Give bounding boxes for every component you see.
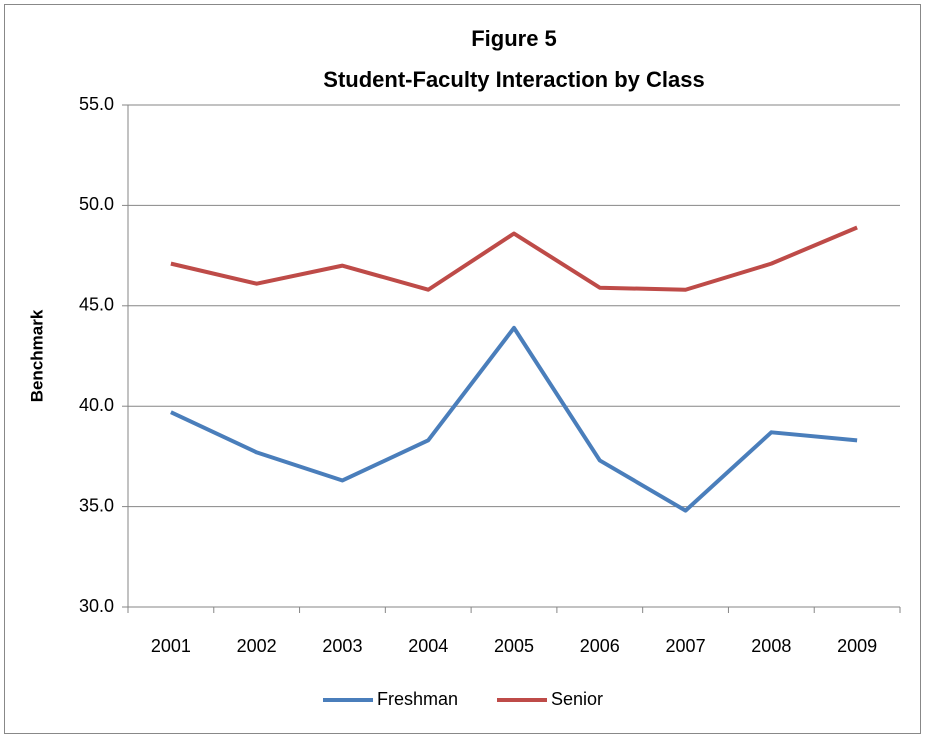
y-tick-label: 50.0 — [79, 194, 114, 214]
y-tick-label: 40.0 — [79, 395, 114, 415]
x-tick-label: 2005 — [494, 636, 534, 656]
series-line — [170, 325, 858, 513]
legend-label: Senior — [551, 689, 603, 709]
y-tick-label: 55.0 — [79, 94, 114, 114]
x-tick-label: 2001 — [151, 636, 191, 656]
x-tick-label: 2008 — [751, 636, 791, 656]
x-tick-label: 2002 — [237, 636, 277, 656]
legend-label: Freshman — [377, 689, 458, 709]
chart-border — [4, 4, 921, 734]
x-tick-label: 2003 — [322, 636, 362, 656]
x-tick-label: 2006 — [580, 636, 620, 656]
y-axis-label: Benchmark — [27, 309, 46, 402]
x-tick-label: 2009 — [837, 636, 877, 656]
y-tick-label: 35.0 — [79, 495, 114, 515]
x-tick-label: 2004 — [408, 636, 448, 656]
chart-subtitle: Student-Faculty Interaction by Class — [323, 67, 704, 92]
x-tick-label: 2007 — [666, 636, 706, 656]
chart-title: Figure 5 — [471, 26, 557, 51]
y-tick-label: 30.0 — [79, 596, 114, 616]
y-tick-label: 45.0 — [79, 295, 114, 315]
series-line — [170, 225, 858, 292]
